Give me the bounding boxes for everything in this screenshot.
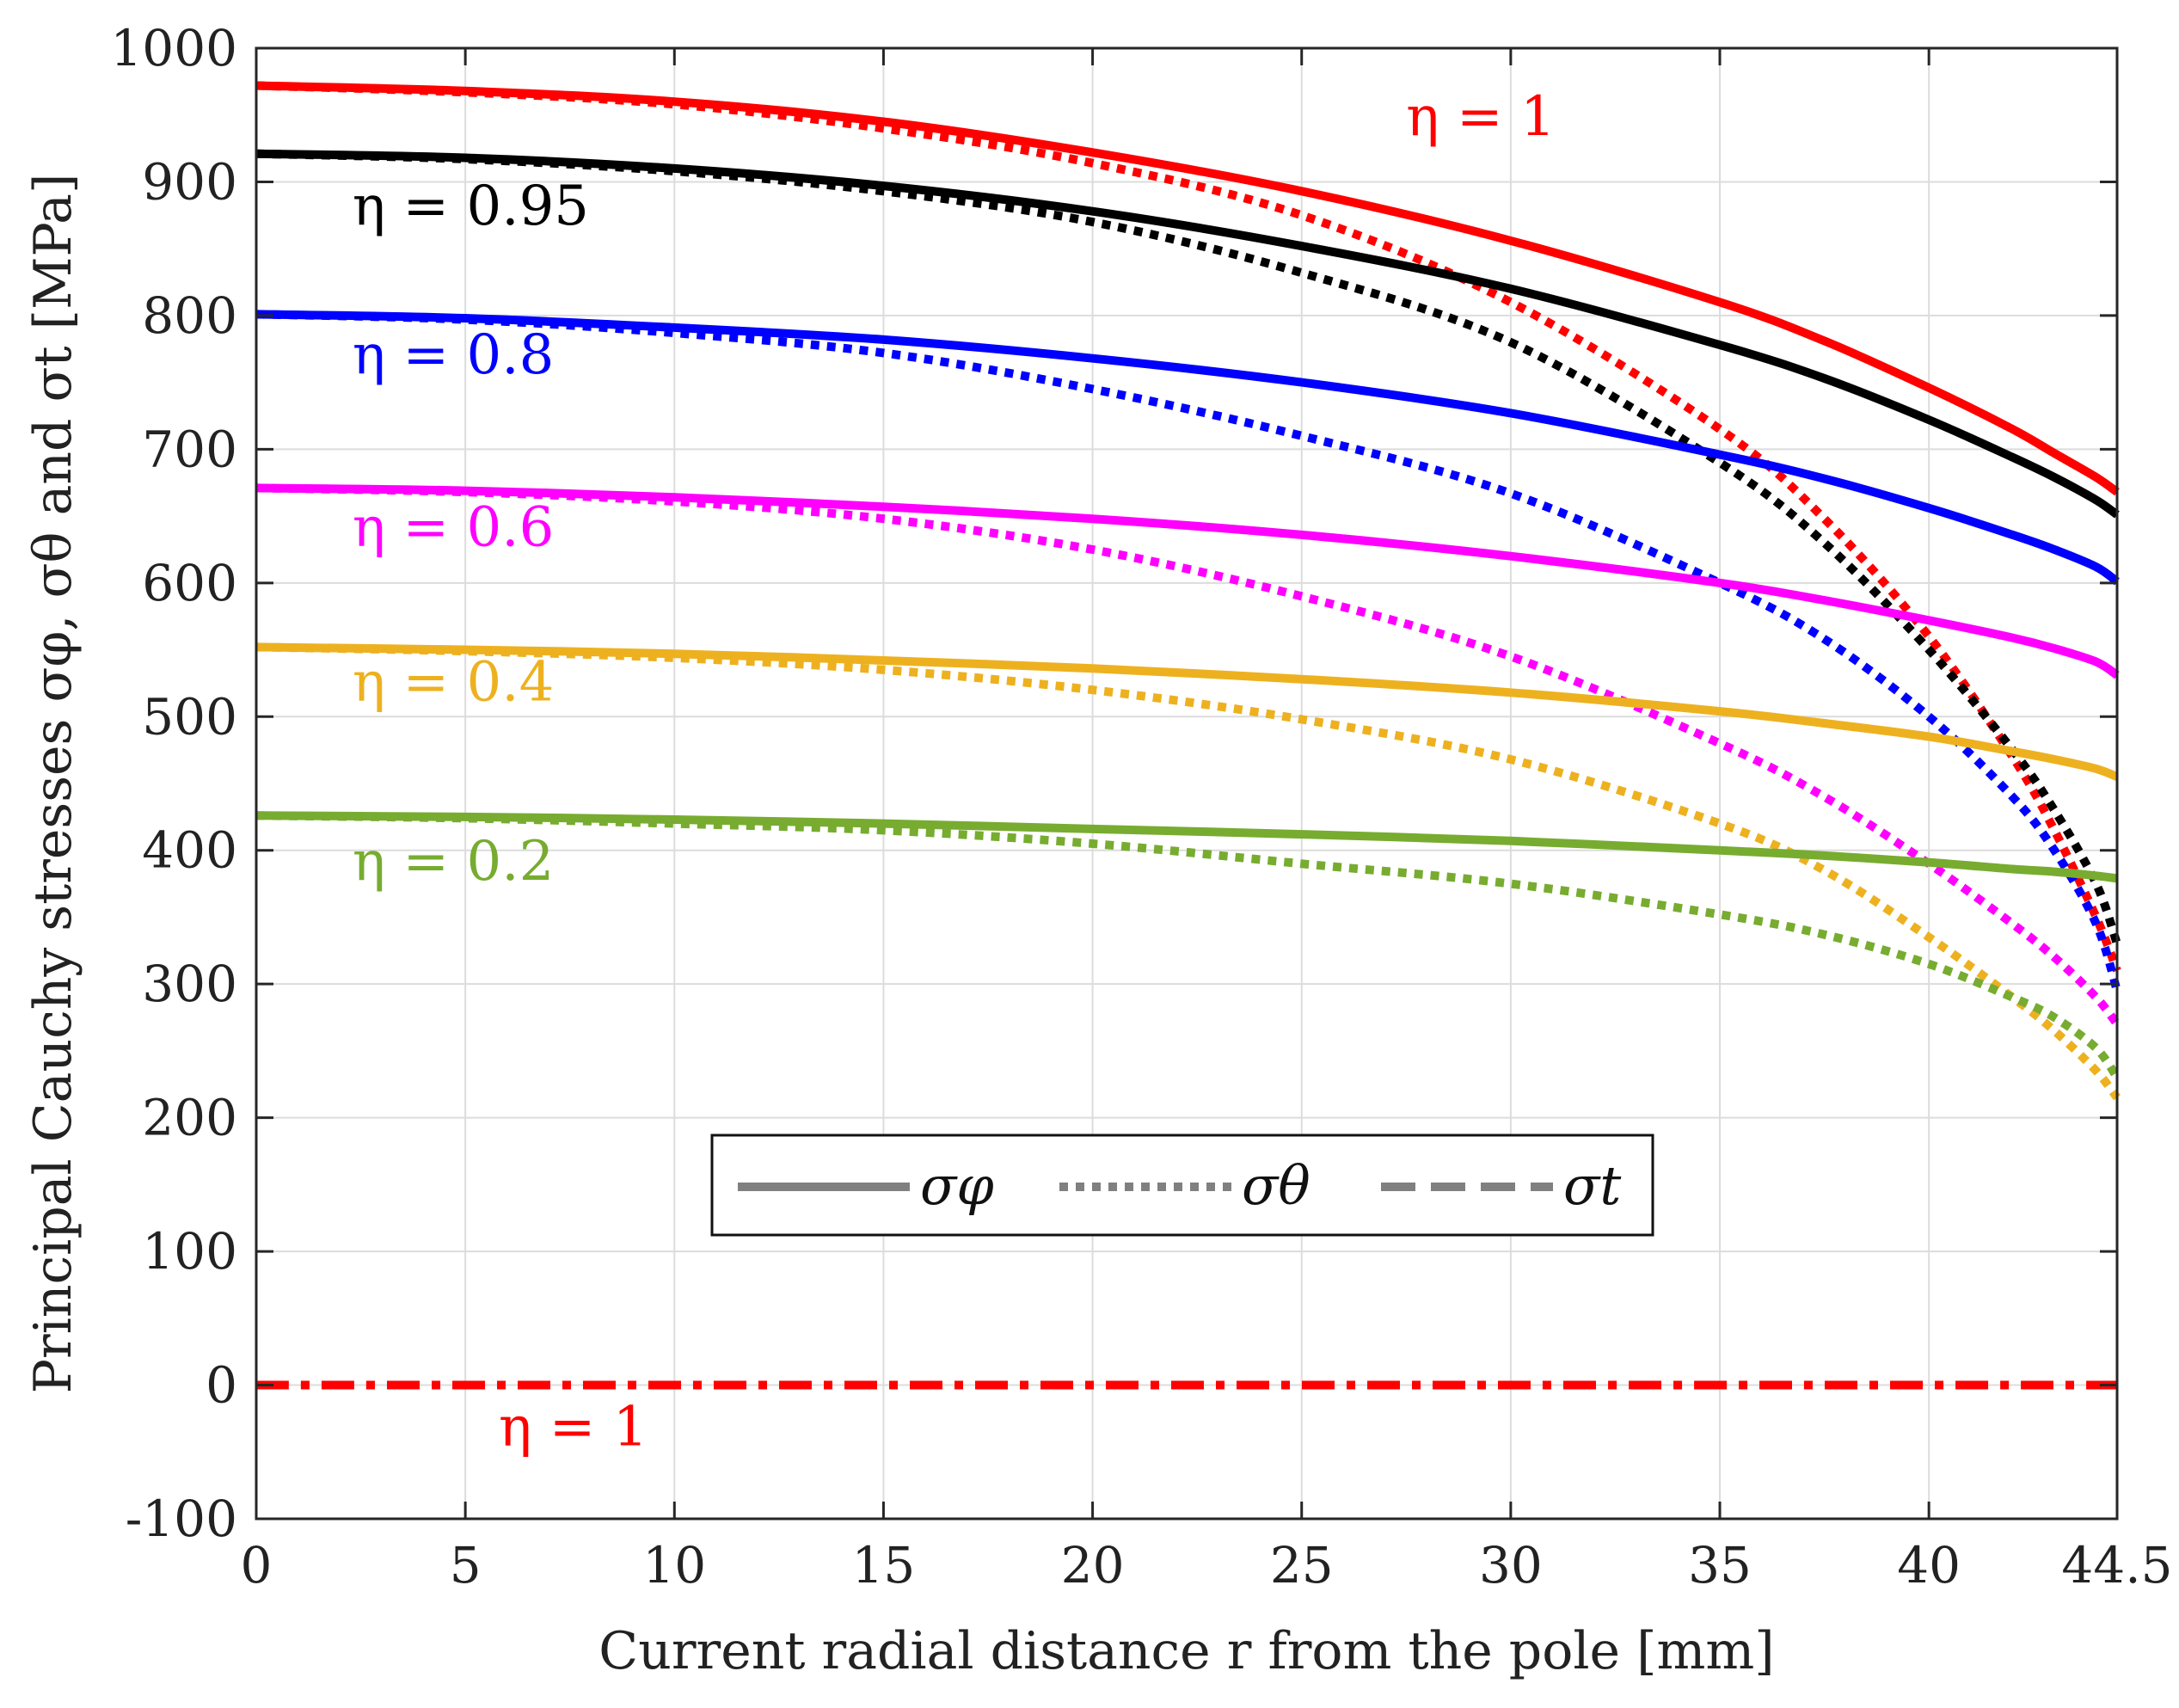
series-line-sigma_phi-6 (255, 483, 2120, 679)
y-tick-label: 900 (142, 152, 237, 211)
y-tick-label: 400 (142, 821, 237, 880)
series-line-sigma_phi-8 (255, 642, 2119, 781)
eta-annotation: η = 0.6 (353, 495, 554, 559)
series-line-sigma_theta-1 (255, 81, 2121, 973)
y-tick-label: 800 (142, 286, 237, 345)
eta-annotation: η = 0.4 (353, 651, 554, 715)
legend-label: σt (1563, 1154, 1621, 1217)
x-axis-label: Current radial distance r from the pole … (598, 1621, 1774, 1681)
eta-annotation: η = 0.95 (353, 175, 589, 238)
eta-annotation: η = 1 (1406, 85, 1555, 149)
y-tick-label: 0 (206, 1356, 237, 1415)
series-line-sigma_phi-0 (255, 81, 2120, 496)
x-tick-label: 40 (1897, 1536, 1961, 1594)
axis-ticks: 0 5 10 15 20 25 30 35 40 44.5-1000100200300400500… (110, 19, 2172, 1594)
series-line-sigma_phi-2 (255, 149, 2120, 519)
plot-background (256, 48, 2117, 1519)
y-tick-label: 1000 (110, 19, 237, 77)
legend-label: σθ (1242, 1154, 1310, 1217)
x-tick-label: 20 (1061, 1536, 1125, 1594)
x-tick-label: 25 (1270, 1536, 1334, 1594)
x-tick-label: 44.5 (2061, 1536, 2172, 1594)
x-tick-label: 5 (450, 1536, 482, 1594)
y-tick-label: 300 (142, 955, 237, 1013)
series-line-sigma_phi-10 (255, 811, 2118, 883)
eta-annotation: η = 1 (499, 1396, 648, 1459)
series-line-sigma_theta-11 (255, 811, 2121, 1080)
y-tick-label: -100 (126, 1490, 237, 1548)
legend: σφ σθ σt (710, 1134, 1654, 1237)
x-tick-label: 35 (1688, 1536, 1752, 1594)
y-tick-label: 700 (142, 420, 237, 478)
x-tick-label: 0 (241, 1536, 273, 1594)
y-tick-label: 500 (142, 687, 237, 746)
eta-annotation: η = 0.8 (353, 323, 554, 387)
x-tick-label: 10 (642, 1536, 706, 1594)
y-tick-label: 200 (142, 1089, 237, 1147)
eta-annotations: η = 1 η = 0.95 η = 0.8 η = 0.6 η = 0.4 η = 0.… (353, 85, 1556, 1459)
x-tick-label: 15 (852, 1536, 916, 1594)
series-line-sigma_theta-5 (255, 310, 2121, 992)
plot-frame (255, 46, 2119, 1521)
legend-label: σφ (920, 1154, 994, 1217)
eta-annotation: η = 0.2 (353, 830, 554, 894)
series-lines (255, 81, 2121, 1390)
y-axis-label: Principal Cauchy stresses σφ, σθ and σt … (23, 174, 83, 1394)
y-tick-label: 600 (142, 554, 237, 612)
y-tick-label: 100 (142, 1222, 237, 1281)
series-line-sigma_phi-4 (255, 310, 2121, 586)
x-tick-label: 30 (1479, 1536, 1543, 1594)
